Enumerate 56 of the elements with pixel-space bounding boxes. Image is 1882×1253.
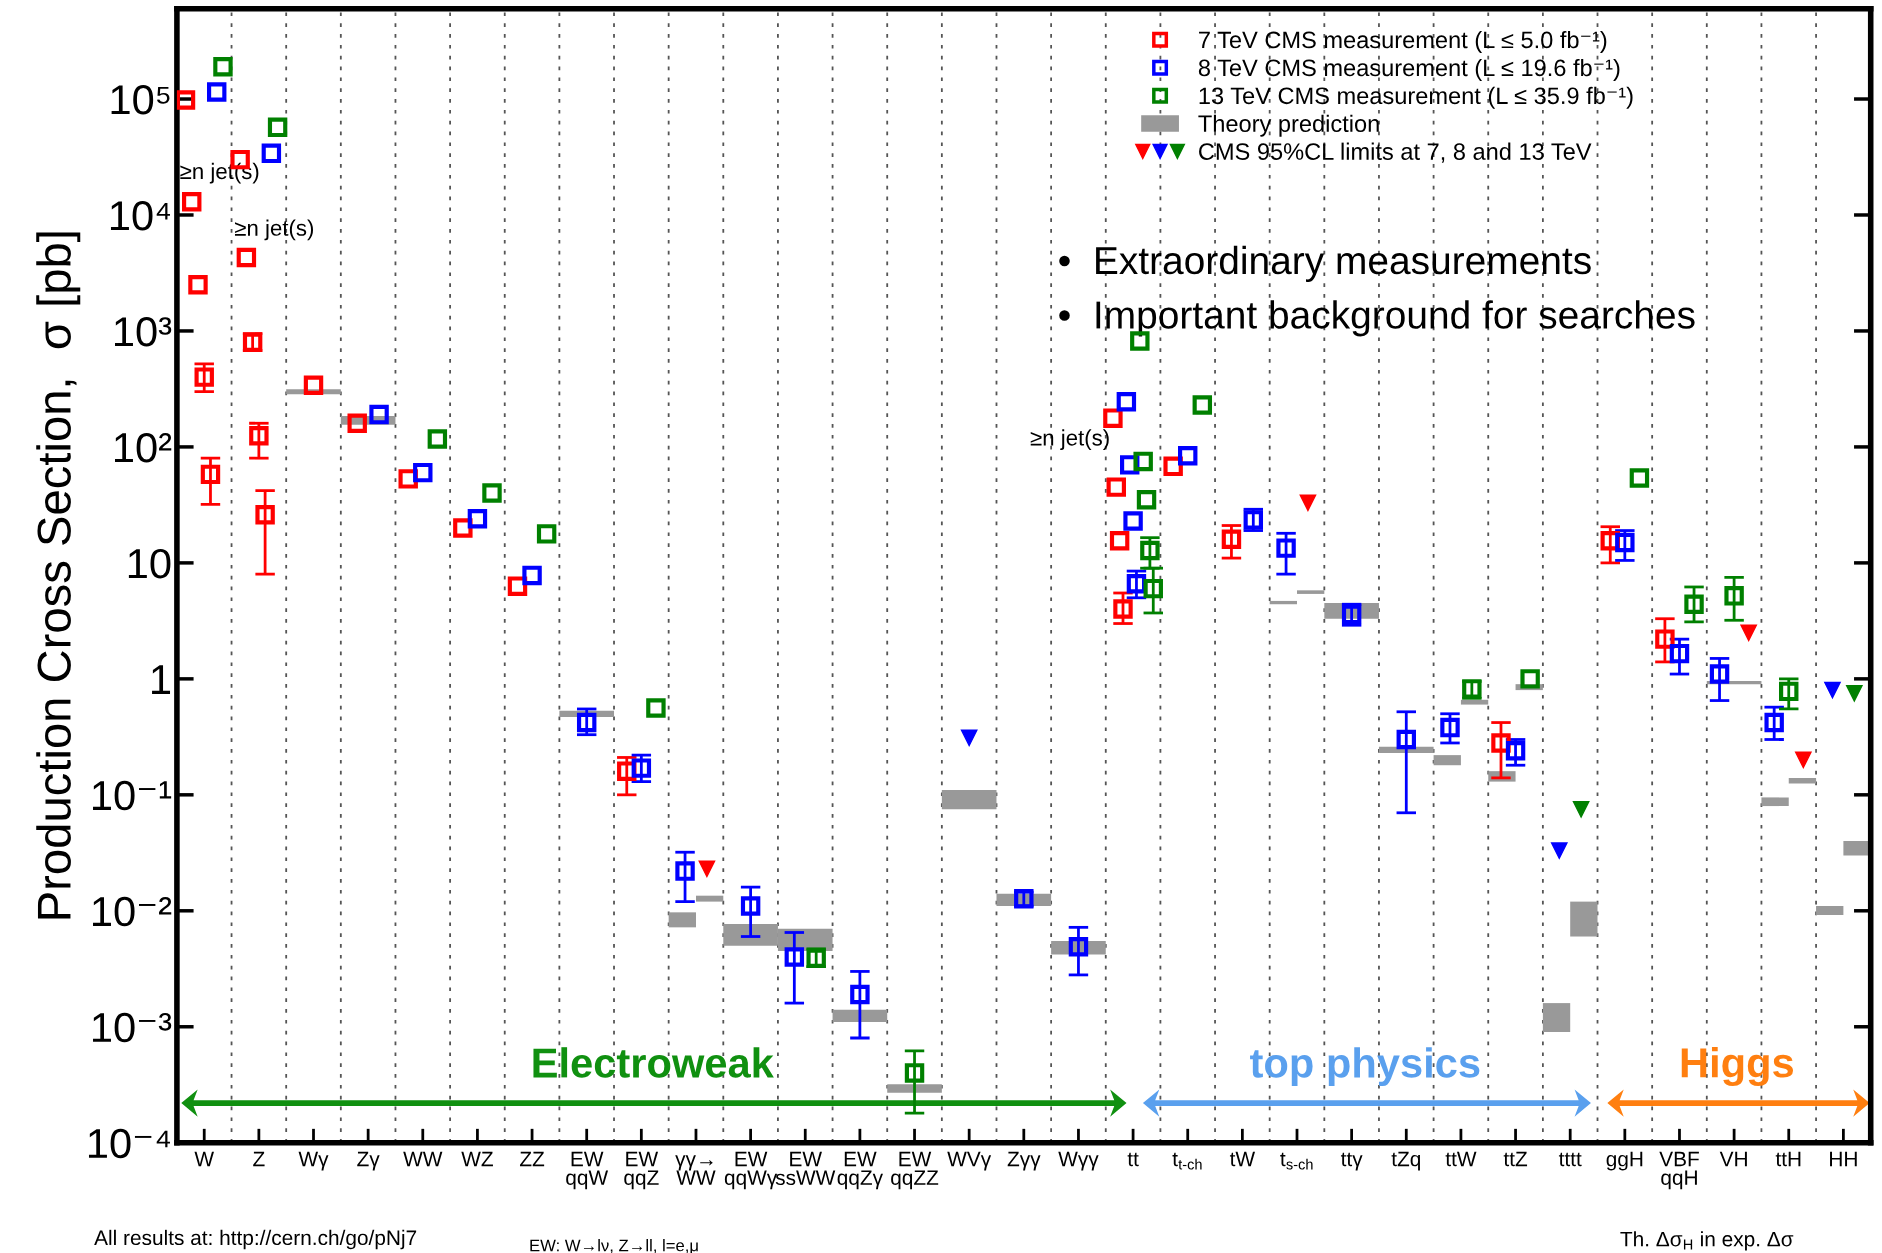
y-tick-label: 10⁴: [110, 200, 170, 231]
y-tick-label: 10: [128, 548, 171, 579]
y-tick-label: 10²: [115, 432, 172, 463]
x-tick-label: WW: [403, 1151, 443, 1167]
text: All results at: http://cern.ch/go/pNj7: [94, 1229, 417, 1250]
x-tick-label: ggH: [1606, 1151, 1643, 1171]
x-tick-label: EW qqWγ: [724, 1151, 778, 1190]
x-tick-label: WVγ: [947, 1151, 992, 1171]
y-tick-label: 10⁻²: [93, 896, 172, 927]
x-tick-label: Wγγ: [1058, 1151, 1099, 1171]
legend-label: CMS 95%CL limits at 7, 8 and 13 TeV: [1199, 142, 1592, 163]
x-tick-label: W: [194, 1151, 214, 1167]
annotation: • Important background for searches: [1059, 300, 1695, 337]
y-tick-label: 10⁵: [111, 85, 170, 115]
x-tick-label: EW qqZγ: [837, 1151, 883, 1190]
annotation: Higgs: [1681, 1047, 1794, 1087]
legend-label: 7 TeV CMS measurement (L ≤ 5.0 fb⁻¹): [1199, 30, 1607, 53]
y-tick-label: 10³: [115, 316, 172, 347]
x-tick-label: Z: [253, 1151, 265, 1167]
y-tick-label: 10⁻⁴: [88, 1128, 170, 1159]
x-tick-label: ttZ: [1503, 1151, 1528, 1167]
x-tick-label: tW: [1229, 1151, 1256, 1167]
x-tick-label: EW qqZZ: [891, 1151, 939, 1190]
y-tick-label: 10⁻¹: [93, 780, 172, 811]
y-axis-title: Production Cross Section, σ [pb]: [36, 232, 81, 919]
x-tick-label: VH: [1719, 1151, 1747, 1167]
annotation: Electroweak: [533, 1047, 774, 1078]
annotation: top physics: [1250, 1047, 1480, 1087]
x-tick-label: ZZ: [520, 1151, 545, 1167]
x-tick-label: ttW: [1445, 1151, 1477, 1167]
legend-label: 8 TeV CMS measurement (L ≤ 19.6 fb⁻¹): [1198, 58, 1620, 81]
x-tick-label: EW ssWW: [775, 1151, 836, 1186]
x-tick-label: ttγ: [1340, 1152, 1363, 1171]
legend-label: 13 TeV CMS measurement (L ≤ 35.9 fb⁻¹): [1199, 86, 1633, 109]
x-tick-label: tt: [1127, 1152, 1139, 1167]
x-tick-label: tttt: [1558, 1152, 1582, 1167]
text: Th. Δσ$_{H}$ in exp. Δσ: [1620, 1231, 1794, 1251]
x-tick-label: Zγ: [357, 1151, 380, 1171]
x-tick-label: HH: [1830, 1151, 1857, 1167]
x-tick-label: γγ→ WW: [675, 1155, 716, 1185]
x-tick-label: Wγ: [298, 1151, 329, 1171]
x-tick-label: ttH: [1775, 1151, 1801, 1167]
x-tick-label: t$_{s‐ch}$: [1280, 1152, 1313, 1170]
x-tick-label: t$_{t‐ch}$: [1172, 1152, 1202, 1170]
x-tick-label: Zγγ: [1007, 1151, 1041, 1171]
y-tick-label: 1: [152, 665, 171, 694]
annotation: • Extraordinary measurements: [1059, 245, 1591, 283]
annotation: ≥n jet(s): [1030, 429, 1109, 451]
x-tick-label: EW qqZ: [624, 1151, 659, 1190]
x-tick-label: tZq: [1391, 1151, 1420, 1171]
annotation: ≥n jet(s): [234, 219, 314, 241]
y-tick-label: 10⁻³: [93, 1012, 172, 1043]
legend-label: Theory prediction: [1198, 114, 1379, 137]
x-tick-label: WZ: [461, 1151, 493, 1167]
x-tick-label: EW qqW: [566, 1151, 609, 1190]
x-tick-label: VBF qqH: [1659, 1151, 1699, 1190]
